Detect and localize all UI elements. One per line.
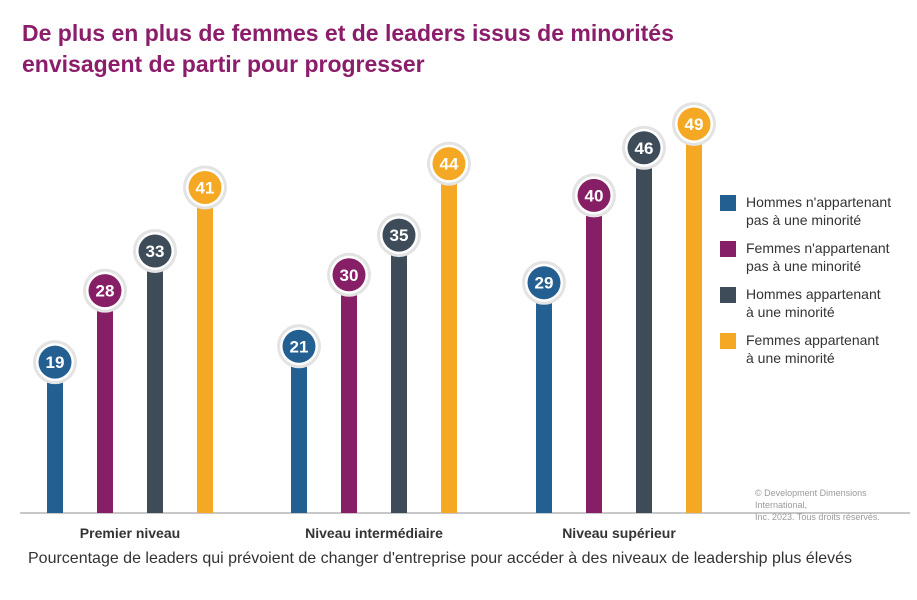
bar-stem	[147, 250, 163, 514]
marker-dot	[38, 345, 72, 379]
category-label: Premier niveau	[80, 525, 180, 541]
marker-dot	[88, 274, 122, 308]
legend-item: Hommes n'appartenant pas à une minorité	[720, 193, 915, 229]
lollipop-mark: 46	[622, 125, 666, 513]
bar-stem	[391, 235, 407, 513]
bar-stem	[291, 346, 307, 513]
legend: Hommes n'appartenant pas à une minorité F…	[720, 193, 915, 377]
legend-item: Femmes n'appartenant pas à une minorité	[720, 239, 915, 275]
chart-title: De plus en plus de femmes et de leaders …	[22, 18, 902, 80]
lollipop-mark: 19	[33, 340, 77, 513]
bar-stem	[686, 123, 702, 513]
legend-label: Femmes n'appartenant pas à une minorité	[746, 240, 890, 274]
lollipop-mark: 28	[83, 268, 127, 513]
legend-swatch	[720, 333, 736, 349]
chart-subtitle: Pourcentage de leaders qui prévoient de …	[28, 550, 853, 567]
bar-stem	[586, 195, 602, 513]
bar-stem	[441, 163, 457, 513]
marker-dot	[577, 178, 611, 212]
marker-dot	[138, 234, 172, 268]
data-label: 29	[535, 274, 554, 293]
data-label: 33	[146, 242, 165, 261]
marker-dot	[527, 266, 561, 300]
legend-item: Femmes appartenant à une minorité	[720, 331, 915, 367]
marker-dot	[332, 258, 366, 292]
data-label: 49	[685, 115, 704, 134]
marker-dot	[677, 107, 711, 141]
legend-swatch	[720, 241, 736, 257]
data-label: 35	[390, 226, 409, 245]
legend-swatch	[720, 195, 736, 211]
lollipop-mark: 30	[327, 252, 371, 513]
data-label: 46	[635, 139, 654, 158]
marker-dot	[432, 147, 466, 181]
bar-stem	[197, 187, 213, 513]
data-label: 44	[440, 155, 459, 174]
legend-item: Hommes appartenant à une minorité	[720, 285, 915, 321]
title-line-2: envisagent de partir pour progresser	[22, 51, 425, 77]
bar-stem	[47, 362, 63, 513]
data-label: 30	[340, 266, 359, 285]
lollipop-mark: 44	[427, 141, 471, 513]
copyright-line-1: © Development Dimensions International,	[755, 488, 867, 510]
lollipop-mark: 40	[572, 173, 616, 513]
lollipop-mark: 29	[522, 260, 566, 513]
data-label: 40	[585, 186, 604, 205]
lollipop-mark: 41	[183, 165, 227, 513]
lollipop-mark: 35	[377, 213, 421, 513]
marker-dot	[188, 170, 222, 204]
lollipop-mark: 49	[672, 101, 716, 513]
bar-stem	[536, 282, 552, 513]
title-line-1: De plus en plus de femmes et de leaders …	[22, 20, 674, 46]
bar-stem	[341, 274, 357, 513]
lollipop-mark: 33	[133, 228, 177, 514]
data-label: 41	[196, 178, 215, 197]
legend-label: Hommes appartenant à une minorité	[746, 286, 881, 320]
category-label: Niveau intermédiaire	[305, 525, 443, 541]
data-label: 19	[46, 353, 65, 372]
legend-label: Femmes appartenant à une minorité	[746, 332, 880, 366]
marker-dot	[627, 131, 661, 165]
copyright-line-2: Inc. 2023. Tous droits réservés.	[755, 512, 880, 522]
copyright-notice: © Development Dimensions International, …	[755, 487, 915, 523]
lollipop-mark: 21	[277, 324, 321, 513]
data-label: 21	[290, 337, 309, 356]
bar-stem	[97, 290, 113, 513]
marker-dot	[382, 218, 416, 252]
bar-stem	[636, 147, 652, 513]
legend-label: Hommes n'appartenant pas à une minorité	[746, 194, 892, 228]
marker-dot	[282, 329, 316, 363]
legend-swatch	[720, 287, 736, 303]
data-label: 28	[96, 282, 115, 301]
category-label: Niveau supérieur	[562, 525, 676, 541]
